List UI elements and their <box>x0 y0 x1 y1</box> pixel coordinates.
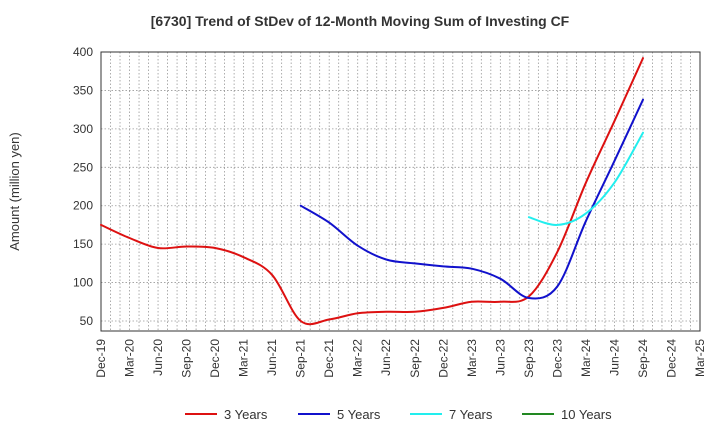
y-axis-label: Amount (million yen) <box>7 132 22 251</box>
x-tick-label: Dec-21 <box>322 339 336 378</box>
y-tick-label: 350 <box>73 83 93 97</box>
y-tick-label: 300 <box>73 122 93 136</box>
y-tick-label: 200 <box>73 199 93 213</box>
y-tick-label: 150 <box>73 237 93 251</box>
x-tick-label: Sep-20 <box>180 339 194 378</box>
legend-label: 7 Years <box>449 407 493 422</box>
series-lines <box>100 57 644 326</box>
x-tick-label: Mar-24 <box>579 339 593 377</box>
x-tick-label: Jun-23 <box>493 339 507 376</box>
x-tick-label: Dec-24 <box>664 339 678 378</box>
x-tick-label: Mar-22 <box>351 339 365 377</box>
gridlines <box>101 51 700 331</box>
x-tick-label: Dec-20 <box>208 339 222 378</box>
x-tick-label: Mar-21 <box>237 339 251 377</box>
x-tick-label: Sep-22 <box>408 339 422 378</box>
chart-title: [6730] Trend of StDev of 12-Month Moving… <box>150 13 570 29</box>
y-tick-label: 50 <box>80 314 94 328</box>
x-tick-label: Mar-20 <box>123 339 137 377</box>
x-axis: Dec-19 Mar-20 Jun-20 Sep-20 Dec-20 Mar-21 Jun-… <box>94 339 707 378</box>
y-axis: 50 100 150 200 250 300 350 400 <box>73 45 93 328</box>
x-tick-label: Jun-22 <box>379 339 393 376</box>
x-tick-label: Dec-22 <box>436 339 450 378</box>
x-tick-label: Dec-23 <box>550 339 564 378</box>
x-tick-label: Mar-25 <box>693 339 707 377</box>
x-tick-label: Mar-23 <box>465 339 479 377</box>
x-tick-label: Jun-21 <box>265 339 279 376</box>
legend-label: 5 Years <box>337 407 381 422</box>
y-tick-label: 400 <box>73 45 93 59</box>
x-tick-label: Sep-24 <box>636 339 650 378</box>
y-tick-label: 250 <box>73 160 93 174</box>
series-line-3 <box>527 131 644 226</box>
plot-area <box>100 51 701 332</box>
y-tick-label: 100 <box>73 276 93 290</box>
series-line-1 <box>100 57 644 326</box>
x-tick-label: Jun-24 <box>607 339 621 376</box>
legend: 3 Years 5 Years 7 Years 10 Years <box>185 407 612 422</box>
legend-label: 3 Years <box>224 407 268 422</box>
x-tick-label: Sep-21 <box>294 339 308 378</box>
series-line-2 <box>299 98 644 300</box>
x-tick-label: Jun-20 <box>151 339 165 376</box>
x-tick-label: Sep-23 <box>522 339 536 378</box>
legend-label: 10 Years <box>561 407 612 422</box>
x-tick-label: Dec-19 <box>94 339 108 378</box>
